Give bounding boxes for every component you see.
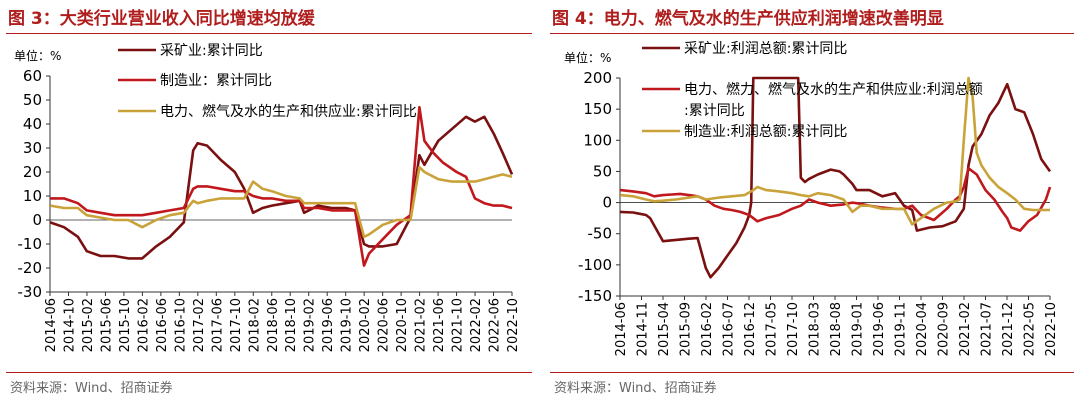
legend-label: 采矿业:利润总额:累计同比 bbox=[684, 41, 847, 57]
x-tick-label: 2018-10 bbox=[284, 298, 299, 352]
x-tick-label: 2015-02 bbox=[81, 298, 96, 352]
chart-title: 图 4：电力、燃气及水的生产供应利润增速改善明显 bbox=[552, 9, 944, 29]
x-tick-label: 2018-06 bbox=[266, 298, 281, 352]
x-tick-label: 2018-02 bbox=[247, 298, 262, 352]
x-tick-label: 2022-05 bbox=[1023, 302, 1038, 356]
legend-label: 采矿业:累计同比 bbox=[160, 43, 263, 59]
x-tick-label: 2022-10 bbox=[1044, 302, 1059, 356]
series-line bbox=[49, 115, 514, 260]
x-tick-label: 2016-02 bbox=[700, 302, 715, 356]
chart-panel-2: 图 4：电力、燃气及水的生产供应利润增速改善明显 单位：% 200 150 100 50… bbox=[544, 0, 1080, 408]
x-tick-label: 2017-10 bbox=[786, 302, 801, 356]
x-tick-label: 2020-04 bbox=[915, 302, 930, 356]
x-tick-label: 2019-11 bbox=[894, 302, 909, 356]
legend-label: 电力、燃气及水的生产和供应业:累计同比 bbox=[160, 103, 417, 120]
x-tick-label: 2022-06 bbox=[488, 298, 503, 352]
x-tick-label: 2021-07 bbox=[980, 302, 995, 356]
x-tick-label: 2015-06 bbox=[99, 298, 114, 352]
x-tick-label: 2019-06 bbox=[321, 298, 336, 352]
x-tick-label: 2016-07 bbox=[722, 302, 737, 356]
y-tick-label: 150 bbox=[583, 100, 612, 118]
title-rule bbox=[6, 33, 532, 34]
x-tick-label: 2016-06 bbox=[155, 298, 170, 352]
x-tick-label: 2017-05 bbox=[765, 302, 780, 356]
chart-title: 图 3：大类行业营业收入同比增速均放缓 bbox=[8, 9, 315, 29]
x-tick-label: 2014-11 bbox=[636, 302, 651, 356]
unit-label: 单位：% bbox=[14, 48, 61, 63]
y-tick-label: 20 bbox=[23, 163, 42, 181]
y-tick-label: 200 bbox=[583, 69, 612, 87]
x-tick-label: 2021-06 bbox=[432, 298, 447, 352]
x-tick-label: 2022-02 bbox=[469, 298, 484, 352]
x-tick-label: 2020-02 bbox=[358, 298, 373, 352]
x-tick-label: 2017-02 bbox=[192, 298, 207, 352]
y-tick-label: 100 bbox=[583, 131, 612, 149]
title-rule bbox=[550, 33, 1074, 34]
y-tick-label: -30 bbox=[18, 283, 43, 301]
x-tick-label: 2021-02 bbox=[958, 302, 973, 356]
x-tick-label: 2021-02 bbox=[414, 298, 429, 352]
x-tick-label: 2021-10 bbox=[451, 298, 466, 352]
source-note: 资料来源：Wind、招商证券 bbox=[554, 381, 717, 396]
y-tick-label: -50 bbox=[588, 225, 613, 243]
chart-panel-1: 图 3：大类行业营业收入同比增速均放缓 单位：% 60 50 40 30 20 10 0 -10… bbox=[0, 0, 538, 408]
series-line bbox=[620, 76, 1052, 279]
x-tick-label: 2018-08 bbox=[829, 302, 844, 356]
x-tick-label: 2016-10 bbox=[173, 298, 188, 352]
y-tick-label: 40 bbox=[23, 115, 42, 133]
y-tick-label: 0 bbox=[32, 211, 42, 229]
x-tick-label: 2020-06 bbox=[377, 298, 392, 352]
y-tick-label: 0 bbox=[602, 194, 612, 212]
legend-label: 电力、燃力、燃气及水的生产和供应业:利润总额 bbox=[684, 81, 983, 98]
y-tick-label: -100 bbox=[578, 256, 612, 274]
unit-label: 单位：% bbox=[564, 50, 611, 65]
x-tick-label: 2019-06 bbox=[872, 302, 887, 356]
x-tick-label: 2019-02 bbox=[303, 298, 318, 352]
legend-label: :累计同比 bbox=[684, 103, 745, 119]
x-tick-label: 2018-03 bbox=[808, 302, 823, 356]
y-tick-label: -150 bbox=[578, 287, 612, 305]
x-tick-label: 2015-09 bbox=[679, 302, 694, 356]
x-tick-label: 2020-09 bbox=[937, 302, 952, 356]
y-tick-label: -20 bbox=[18, 259, 43, 277]
y-tick-label: 60 bbox=[23, 67, 42, 85]
x-tick-label: 2017-10 bbox=[229, 298, 244, 352]
legend-label: 制造业:利润总额:累计同比 bbox=[684, 124, 847, 140]
series-line bbox=[620, 76, 1050, 226]
x-tick-label: 2014-10 bbox=[62, 298, 77, 352]
x-tick-label: 2017-06 bbox=[210, 298, 225, 352]
x-tick-label: 2019-10 bbox=[340, 298, 355, 352]
y-tick-label: 10 bbox=[23, 187, 42, 205]
y-tick-label: 50 bbox=[23, 91, 42, 109]
series-line bbox=[50, 105, 513, 267]
x-tick-label: 2014-06 bbox=[614, 302, 629, 356]
y-tick-label: -10 bbox=[18, 235, 43, 253]
x-tick-label: 2019-01 bbox=[851, 302, 866, 356]
source-note: 资料来源：Wind、招商证券 bbox=[10, 381, 173, 396]
x-tick-label: 2015-04 bbox=[657, 302, 672, 356]
legend-label: 制造业：累计同比 bbox=[160, 73, 272, 89]
y-tick-label: 30 bbox=[23, 139, 42, 157]
x-tick-label: 2016-12 bbox=[743, 302, 758, 356]
x-tick-label: 2014-06 bbox=[44, 298, 59, 352]
x-tick-label: 2020-10 bbox=[395, 298, 410, 352]
x-tick-label: 2021-12 bbox=[1001, 302, 1016, 356]
x-tick-label: 2016-02 bbox=[136, 298, 151, 352]
x-tick-label: 2022-10 bbox=[506, 298, 521, 352]
footer-rule bbox=[6, 372, 532, 373]
y-tick-label: 50 bbox=[593, 162, 612, 180]
footer-rule bbox=[550, 372, 1074, 373]
x-tick-label: 2015-10 bbox=[118, 298, 133, 352]
series-line bbox=[49, 165, 513, 239]
